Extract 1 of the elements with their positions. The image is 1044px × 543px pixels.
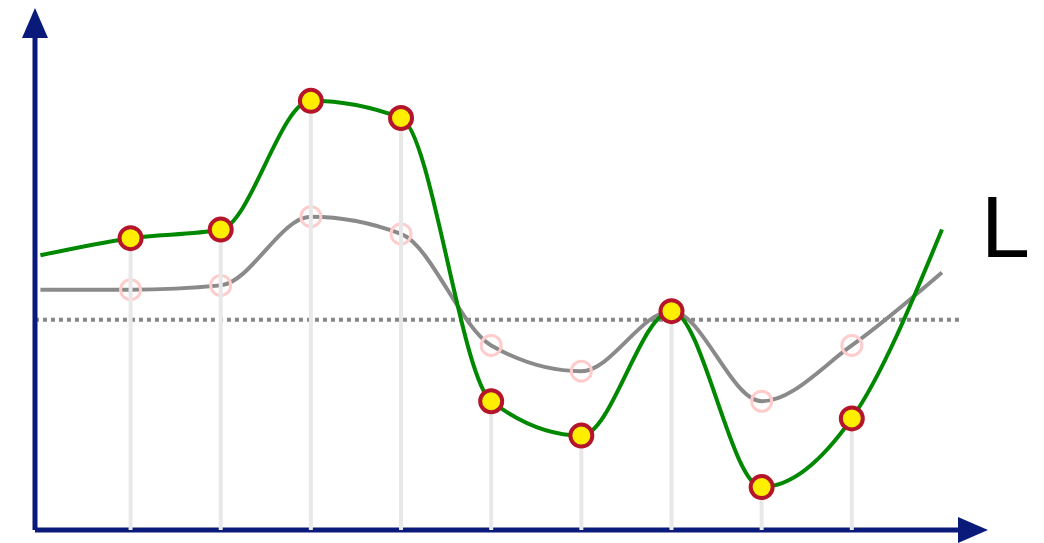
text: L	[981, 177, 1030, 276]
